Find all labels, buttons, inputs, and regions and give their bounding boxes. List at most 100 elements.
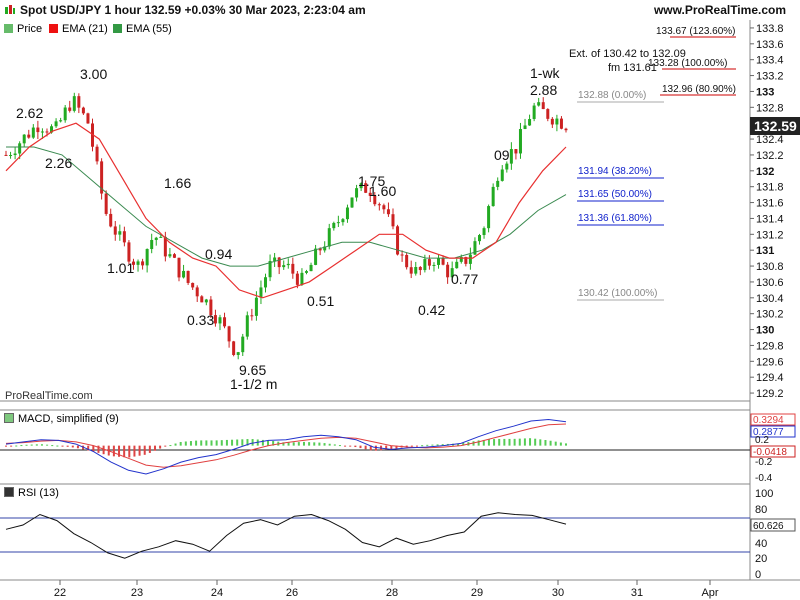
price-tick-label: 129.8	[756, 340, 784, 352]
macd-bar	[446, 443, 449, 446]
candle-body	[81, 107, 85, 114]
macd-bar	[71, 445, 74, 448]
candle-body	[559, 118, 563, 129]
chart-header: Spot USD/JPY 1 hour 132.59 +0.03% 30 Mar…	[0, 0, 800, 20]
macd-bar	[328, 443, 331, 446]
macd-bar	[61, 445, 64, 447]
macd-bar	[565, 443, 567, 446]
wave-label: 2.26	[45, 155, 72, 171]
macd-bar	[56, 445, 59, 447]
macd-bar	[313, 442, 316, 446]
wave-label: 9.65	[239, 362, 266, 378]
macd-bar	[174, 443, 177, 446]
macd-bar	[35, 444, 38, 446]
time-tick-label: 30	[552, 587, 564, 599]
candle-body	[268, 261, 272, 278]
wave-label: 1.01	[107, 260, 134, 276]
candle-body	[182, 270, 186, 278]
candle-body	[250, 315, 254, 317]
price-tick-label: 130.2	[756, 309, 784, 321]
price-tick-label: 132	[756, 166, 774, 178]
wave-label: 0.77	[451, 271, 478, 287]
macd-bar	[405, 445, 408, 447]
macd-bar	[549, 440, 552, 446]
candle-body	[50, 126, 54, 133]
candle-body	[204, 299, 208, 303]
macd-bar	[451, 443, 454, 446]
candle-body	[91, 123, 95, 147]
macd-bar	[333, 444, 336, 446]
candle-body	[40, 131, 44, 133]
macd-title-text: MACD, simplified (9)	[18, 413, 119, 425]
candle-body	[113, 226, 117, 235]
macd-value-1: 0.3294	[753, 415, 784, 426]
macd-bar	[87, 445, 90, 451]
price-tick-label: 132.6	[756, 118, 784, 130]
wave-label: 2.62	[16, 105, 43, 121]
macd-bar	[482, 439, 485, 446]
rsi-value-box	[750, 518, 796, 532]
macd-bar	[200, 440, 203, 446]
candle-body	[491, 186, 495, 207]
macd-bar	[318, 442, 321, 446]
candle-body	[264, 277, 268, 288]
legend-ema55[interactable]: EMA (55)	[113, 20, 172, 38]
rsi-tick: 80	[755, 504, 767, 516]
macd-bar	[472, 441, 475, 446]
candle-body	[509, 149, 513, 164]
macd-bar	[369, 445, 372, 451]
macd-bar	[30, 444, 33, 446]
macd-bar	[102, 445, 105, 455]
macd-bar	[272, 440, 275, 446]
candle-body	[154, 237, 158, 240]
price-tick-label: 131.6	[756, 198, 784, 210]
macd-bar	[400, 445, 403, 448]
current-price-value: 132.59	[754, 118, 797, 134]
candle-body	[127, 242, 131, 262]
candle-body	[555, 118, 559, 125]
candle-body	[227, 326, 231, 342]
macd-bar	[231, 439, 234, 446]
rsi-title[interactable]: RSI (13)	[4, 486, 59, 500]
price-tick-label: 132.2	[756, 150, 784, 162]
site-name[interactable]: www.ProRealTime.com	[653, 3, 786, 17]
macd-bar	[508, 438, 511, 446]
candle-body	[36, 127, 40, 133]
macd-bar	[338, 445, 341, 447]
candle-body	[523, 125, 527, 130]
candle-body	[359, 183, 363, 189]
macd-bar	[267, 440, 270, 446]
macd-bar	[349, 445, 352, 447]
price-tick-label: 132.4	[756, 134, 784, 146]
candle-body	[300, 272, 304, 285]
macd-bar	[385, 445, 388, 450]
time-tick-label: 24	[211, 587, 223, 599]
macd-bar	[436, 444, 439, 446]
legend-ema21[interactable]: EMA (21)	[49, 20, 108, 38]
legend-price[interactable]: Price	[4, 20, 42, 38]
macd-bar	[534, 438, 537, 446]
rsi-icon	[4, 487, 14, 497]
candle-body	[541, 102, 545, 110]
macd-bar	[195, 440, 198, 446]
macd-tick: 0.2	[755, 435, 769, 446]
macd-bar	[112, 445, 115, 457]
candle-body	[54, 121, 58, 127]
time-tick-label: 29	[471, 587, 483, 599]
candle-body	[163, 236, 167, 257]
price-tick-label: 129.2	[756, 388, 784, 400]
candle-body	[314, 248, 318, 265]
candle-body	[327, 228, 331, 247]
candle-body	[136, 261, 140, 265]
macd-bar	[148, 445, 151, 453]
candle-body	[282, 265, 286, 268]
macd-value-box	[750, 445, 796, 458]
macd-bar	[395, 445, 398, 449]
macd-title[interactable]: MACD, simplified (9)	[4, 412, 119, 426]
candle-body	[245, 315, 249, 337]
chart-type-icon[interactable]	[4, 4, 16, 16]
candle-body	[72, 96, 76, 111]
macd-bar	[5, 445, 7, 447]
macd-bar	[51, 445, 54, 447]
